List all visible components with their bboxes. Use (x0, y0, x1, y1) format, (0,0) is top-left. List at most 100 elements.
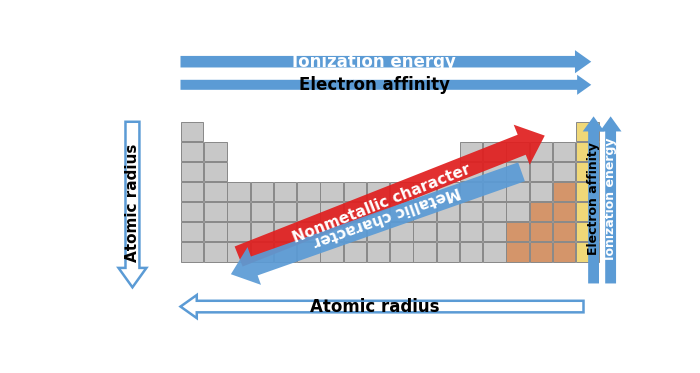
Bar (414, 202, 436, 222)
Bar (414, 242, 436, 261)
Bar (483, 182, 505, 201)
Bar (460, 162, 482, 181)
Bar (437, 222, 459, 241)
Bar (530, 202, 552, 222)
Bar (297, 182, 320, 201)
Polygon shape (582, 116, 604, 283)
Bar (321, 202, 343, 222)
Bar (530, 182, 552, 201)
Bar (483, 202, 505, 222)
Bar (367, 242, 389, 261)
Bar (204, 242, 227, 261)
Bar (181, 242, 204, 261)
Bar (530, 162, 552, 181)
Bar (437, 182, 459, 201)
Bar (483, 222, 505, 241)
Text: Atomic radius: Atomic radius (125, 144, 140, 262)
Bar (297, 202, 320, 222)
Bar (344, 182, 366, 201)
Bar (460, 202, 482, 222)
Text: Electron affinity: Electron affinity (299, 76, 449, 94)
Bar (321, 182, 343, 201)
Bar (204, 142, 227, 162)
Bar (553, 142, 575, 162)
Bar (390, 202, 412, 222)
Bar (576, 162, 598, 181)
Bar (228, 242, 250, 261)
Bar (530, 142, 552, 162)
Bar (344, 202, 366, 222)
Polygon shape (181, 75, 592, 95)
Bar (367, 222, 389, 241)
Bar (506, 202, 529, 222)
Polygon shape (181, 295, 584, 318)
Bar (437, 202, 459, 222)
Bar (204, 182, 227, 201)
Bar (506, 222, 529, 241)
Bar (506, 142, 529, 162)
Bar (460, 142, 482, 162)
Bar (251, 242, 273, 261)
Bar (553, 222, 575, 241)
Bar (390, 222, 412, 241)
Bar (204, 222, 227, 241)
Bar (506, 242, 529, 261)
Bar (530, 222, 552, 241)
Bar (576, 222, 598, 241)
Bar (181, 142, 204, 162)
Bar (204, 162, 227, 181)
Bar (228, 222, 250, 241)
Bar (274, 202, 296, 222)
Bar (274, 242, 296, 261)
Bar (530, 242, 552, 261)
Bar (414, 222, 436, 241)
Bar (344, 222, 366, 241)
Text: Atomic radius: Atomic radius (309, 298, 439, 316)
Bar (367, 202, 389, 222)
Bar (553, 202, 575, 222)
Bar (576, 142, 598, 162)
Bar (274, 182, 296, 201)
Polygon shape (600, 116, 622, 283)
Bar (506, 182, 529, 201)
Bar (483, 162, 505, 181)
Bar (553, 162, 575, 181)
Bar (576, 202, 598, 222)
Bar (321, 242, 343, 261)
Text: Electron affinity: Electron affinity (587, 142, 600, 255)
Text: Metallic character: Metallic character (312, 183, 463, 249)
Bar (576, 242, 598, 261)
Bar (576, 182, 598, 201)
Bar (251, 182, 273, 201)
Polygon shape (118, 122, 146, 287)
Bar (204, 202, 227, 222)
Bar (506, 162, 529, 181)
Bar (460, 182, 482, 201)
Polygon shape (181, 50, 592, 73)
Bar (181, 202, 204, 222)
Bar (181, 182, 204, 201)
Bar (483, 142, 505, 162)
Bar (390, 242, 412, 261)
Polygon shape (231, 162, 525, 285)
Polygon shape (234, 125, 545, 267)
Bar (390, 182, 412, 201)
Bar (367, 182, 389, 201)
Bar (414, 182, 436, 201)
Bar (437, 242, 459, 261)
Text: Ionization energy: Ionization energy (293, 53, 456, 71)
Bar (181, 122, 204, 141)
Bar (181, 162, 204, 181)
Bar (297, 222, 320, 241)
Bar (321, 222, 343, 241)
Bar (576, 122, 598, 141)
Bar (483, 242, 505, 261)
Bar (274, 222, 296, 241)
Bar (460, 222, 482, 241)
Bar (228, 202, 250, 222)
Bar (460, 242, 482, 261)
Bar (344, 242, 366, 261)
Text: Ionization energy: Ionization energy (604, 138, 617, 260)
Bar (228, 182, 250, 201)
Bar (251, 202, 273, 222)
